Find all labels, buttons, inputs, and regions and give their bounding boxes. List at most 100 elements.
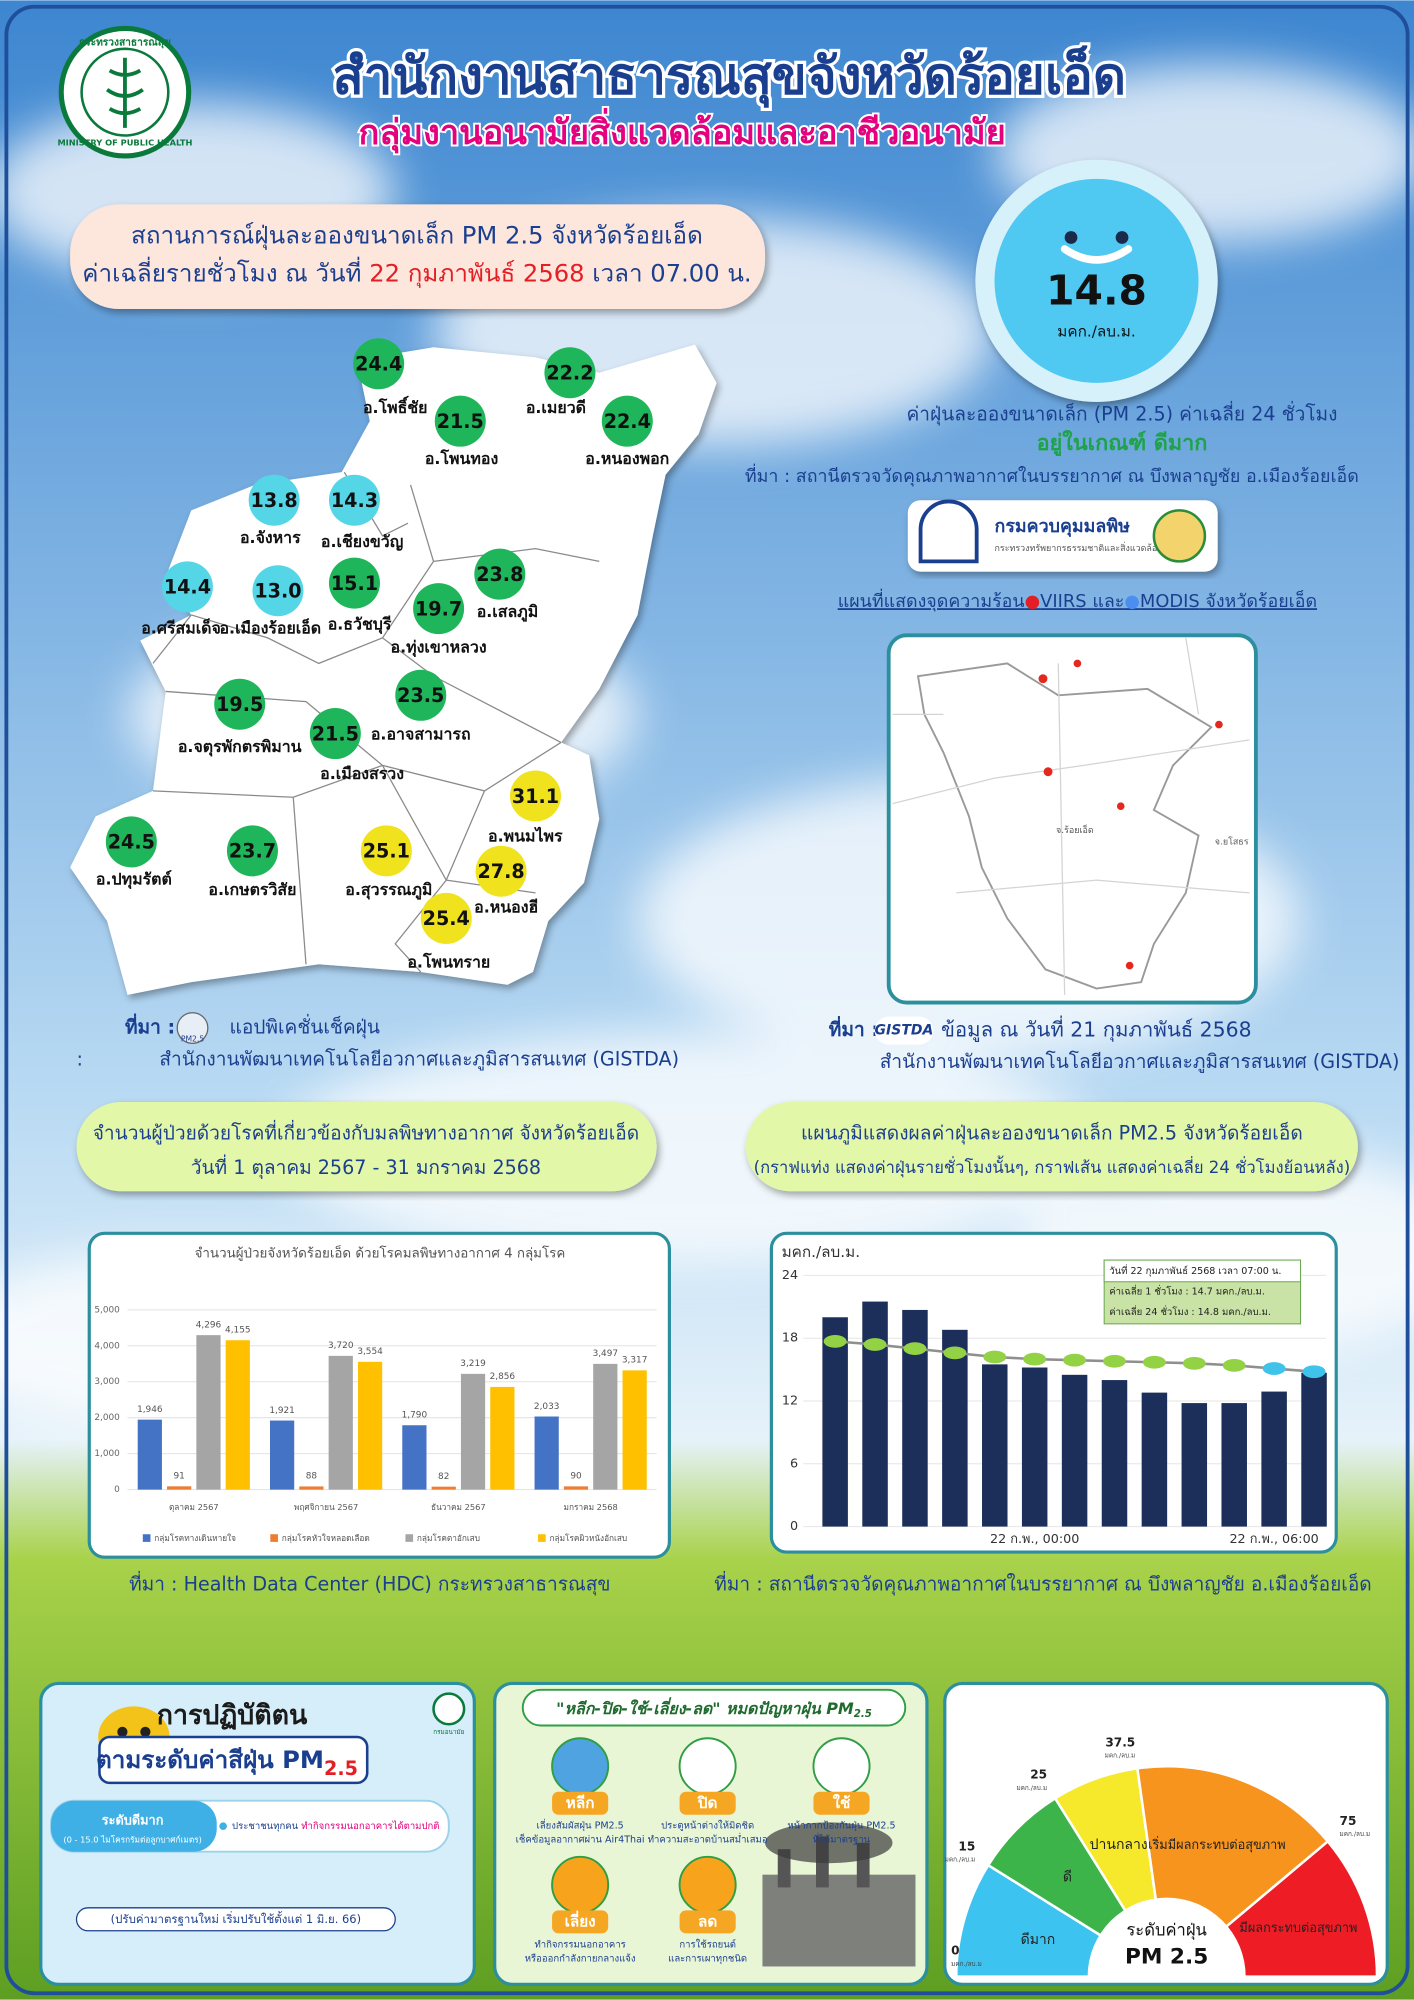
gistda-logo: GISTDA: [875, 1023, 934, 1039]
measure-text2: ทำความสะอาดบ้านสม่ำเสมอ: [648, 1833, 768, 1846]
logo-bottom: MINISTRY OF PUBLIC HEALTH: [57, 138, 192, 148]
measures-title-main: "หลีก-ปิด-ใช้-เลี่ยง-ลด" หมดปัญหาฝุ่น PM: [556, 1696, 854, 1718]
y-tick-label: 6: [790, 1456, 798, 1471]
average-value: 14.8: [1046, 267, 1147, 315]
gauge-tick: 15: [958, 1839, 975, 1853]
avg-marker: [1023, 1352, 1047, 1366]
avg-marker: [863, 1338, 887, 1351]
district-source-line1: แอปพิเคชั่นเช็คฝุ่น: [230, 1014, 380, 1040]
gauge-tick-unit: มคก./ลบ.ม: [951, 1960, 982, 1968]
patients-heading-line2: วันที่ 1 ตุลาคม 2567 - 31 มกราคม 2568: [191, 1154, 541, 1180]
measure-text1: เลี่ยงสัมผัสฝุ่น PM2.5: [537, 1819, 624, 1832]
measures-title: "หลีก-ปิด-ใช้-เลี่ยง-ลด" หมดปัญหาฝุ่น PM…: [556, 1696, 872, 1720]
bar: [862, 1301, 888, 1527]
gauge-center: [1087, 1897, 1246, 1977]
practice-note: (ปรับค่ามาตรฐานใหม่ เริ่มปรับใช้ตั้งแต่ …: [111, 1911, 361, 1926]
district-marker: [309, 708, 361, 760]
bar: [1141, 1392, 1168, 1527]
measure-text2: ที่ได้มาตรฐาน: [813, 1833, 871, 1846]
app-logo-circle: [176, 1012, 209, 1044]
district-name: อ.อาจสามารถ: [371, 724, 471, 743]
bar: [269, 1420, 295, 1490]
avg-marker: [1182, 1356, 1206, 1370]
measure-label: ใช้: [833, 1793, 851, 1812]
pcd-name: กรมควบคุมมลพิษ: [995, 516, 1131, 537]
gauge-level: เริ่มมีผลกระทบต่อสุขภาพ: [1148, 1836, 1286, 1853]
hourly-source: ที่มา : สถานีตรวจวัดคุณภาพอากาศในบรรยากา…: [714, 1571, 1372, 1597]
y-tick-label: 5,000: [94, 1305, 120, 1315]
measure-text1: การใช้รถยนต์: [679, 1938, 736, 1950]
hotspot-title: แผนที่แสดงจุดความร้อน●VIIRS และ●MODIS จั…: [838, 588, 1317, 612]
district-value: 24.5: [108, 831, 155, 854]
district-name: อ.โพนทอง: [425, 448, 498, 468]
legend-swatch: [270, 1534, 278, 1542]
avg-marker: [823, 1334, 847, 1348]
y-tick-label: 24: [782, 1268, 798, 1283]
subtitle: กลุ่มงานอนามัยสิ่งแวดล้อมและอาชีวอนามัย: [358, 107, 1005, 154]
hotspot-title-end: จังหวัดร้อยเอ็ด: [1205, 590, 1317, 612]
district-name: อ.โพนทราย: [407, 952, 490, 972]
avg-marker: [983, 1350, 1007, 1364]
value-label: 1,921: [269, 1406, 295, 1416]
district-value: 31.1: [512, 785, 559, 808]
situation-date: 22 กุมภาพันธ์ 2568: [369, 260, 584, 289]
district-marker: [161, 561, 213, 613]
practice-logo: กรมอนามัย: [433, 1728, 464, 1736]
measure-text2: เช็คข้อมูลอากาศผ่าน Air4Thai: [516, 1833, 645, 1846]
district-value: 19.7: [415, 597, 462, 620]
value-label: 1,946: [137, 1405, 163, 1415]
avg-marker: [943, 1346, 967, 1360]
measure-text1: ประตูหน้าต่างให้มิดชิด: [661, 1820, 754, 1832]
legend-swatch: [538, 1534, 546, 1542]
y-tick-label: 18: [782, 1331, 798, 1346]
district-name: อ.สุวรรณภูมิ: [345, 880, 432, 901]
district-source-colon: :: [77, 1047, 83, 1070]
practice-advice-who: ประชาชนทุกคน: [232, 1821, 299, 1832]
bar: [1301, 1372, 1327, 1527]
average-unit: มคก./ลบ.ม.: [1057, 322, 1136, 340]
measure-text2: หรือออกกำลังกายกลางแจ้ง: [525, 1953, 636, 1964]
bar: [1021, 1367, 1048, 1527]
district-marker: [105, 816, 157, 868]
bar: [431, 1486, 456, 1490]
district-name: อ.จังหาร: [240, 528, 301, 547]
average-source: ที่มา : สถานีตรวจวัดคุณภาพอากาศในบรรยากา…: [745, 463, 1359, 487]
measure-icon: [812, 1737, 871, 1796]
map-label: จ.ร้อยเอ็ด: [1056, 823, 1094, 836]
district-name: อ.โพธิ์ชัย: [363, 396, 428, 417]
app-logo: PM2.5: [181, 1035, 204, 1044]
district-value: 22.2: [546, 361, 593, 384]
value-label: 3,554: [357, 1347, 383, 1357]
y-tick-label: 0: [790, 1519, 798, 1534]
measure-label-box: [679, 1791, 736, 1815]
measure-text2: และการเผาทุกชนิด: [668, 1953, 747, 1964]
x-tick-label: 22 ก.พ., 00:00: [990, 1532, 1079, 1547]
frame: [4, 4, 1410, 1996]
measure-items: หลีกเลี่ยงสัมผัสฝุ่น PM2.5เช็คข้อมูลอากา…: [516, 1737, 896, 1964]
legend-label: กลุ่มโรคตาอักเสบ: [417, 1533, 480, 1544]
practice-title2-main: ตามระดับค่าสีฝุ่น PM: [96, 1746, 324, 1776]
district-marker: [214, 678, 266, 730]
source-prefix: ที่มา :: [125, 1014, 175, 1039]
district-name: อ.หนองพอก: [585, 449, 669, 468]
district-marker: [475, 845, 527, 897]
measure-icon: [678, 1737, 737, 1796]
y-axis-label: มคก./ลบ.ม.: [782, 1243, 861, 1261]
district-marker: [395, 669, 447, 721]
charts: จำนวนผู้ป่วยจังหวัดร้อยเอ็ด ด้วยโรคมลพิษ…: [94, 1243, 1327, 1547]
district-name: อ.เมืองสรวง: [320, 764, 404, 783]
bar: [460, 1373, 486, 1490]
practice-title-sub: 2.5: [324, 1756, 358, 1779]
district-name: อ.เมยวดี: [526, 398, 586, 417]
measure-text1: ทำกิจกรรมนอกอาคาร: [534, 1939, 625, 1950]
avg-marker: [1302, 1365, 1326, 1379]
bar: [942, 1329, 968, 1527]
avg-marker: [1142, 1355, 1166, 1369]
bar: [490, 1386, 515, 1490]
pcd-logo-box: [907, 500, 1218, 572]
gauge-tick-unit: มคก./ลบ.ม: [1105, 1752, 1136, 1760]
situation-line1: สถานการณ์ฝุ่นละอองขนาดเล็ก PM 2.5 จังหวั…: [131, 219, 703, 250]
district-marker: [328, 474, 380, 526]
gauge-tick: 37.5: [1105, 1735, 1135, 1749]
viirs: VIIRS: [1040, 591, 1086, 612]
